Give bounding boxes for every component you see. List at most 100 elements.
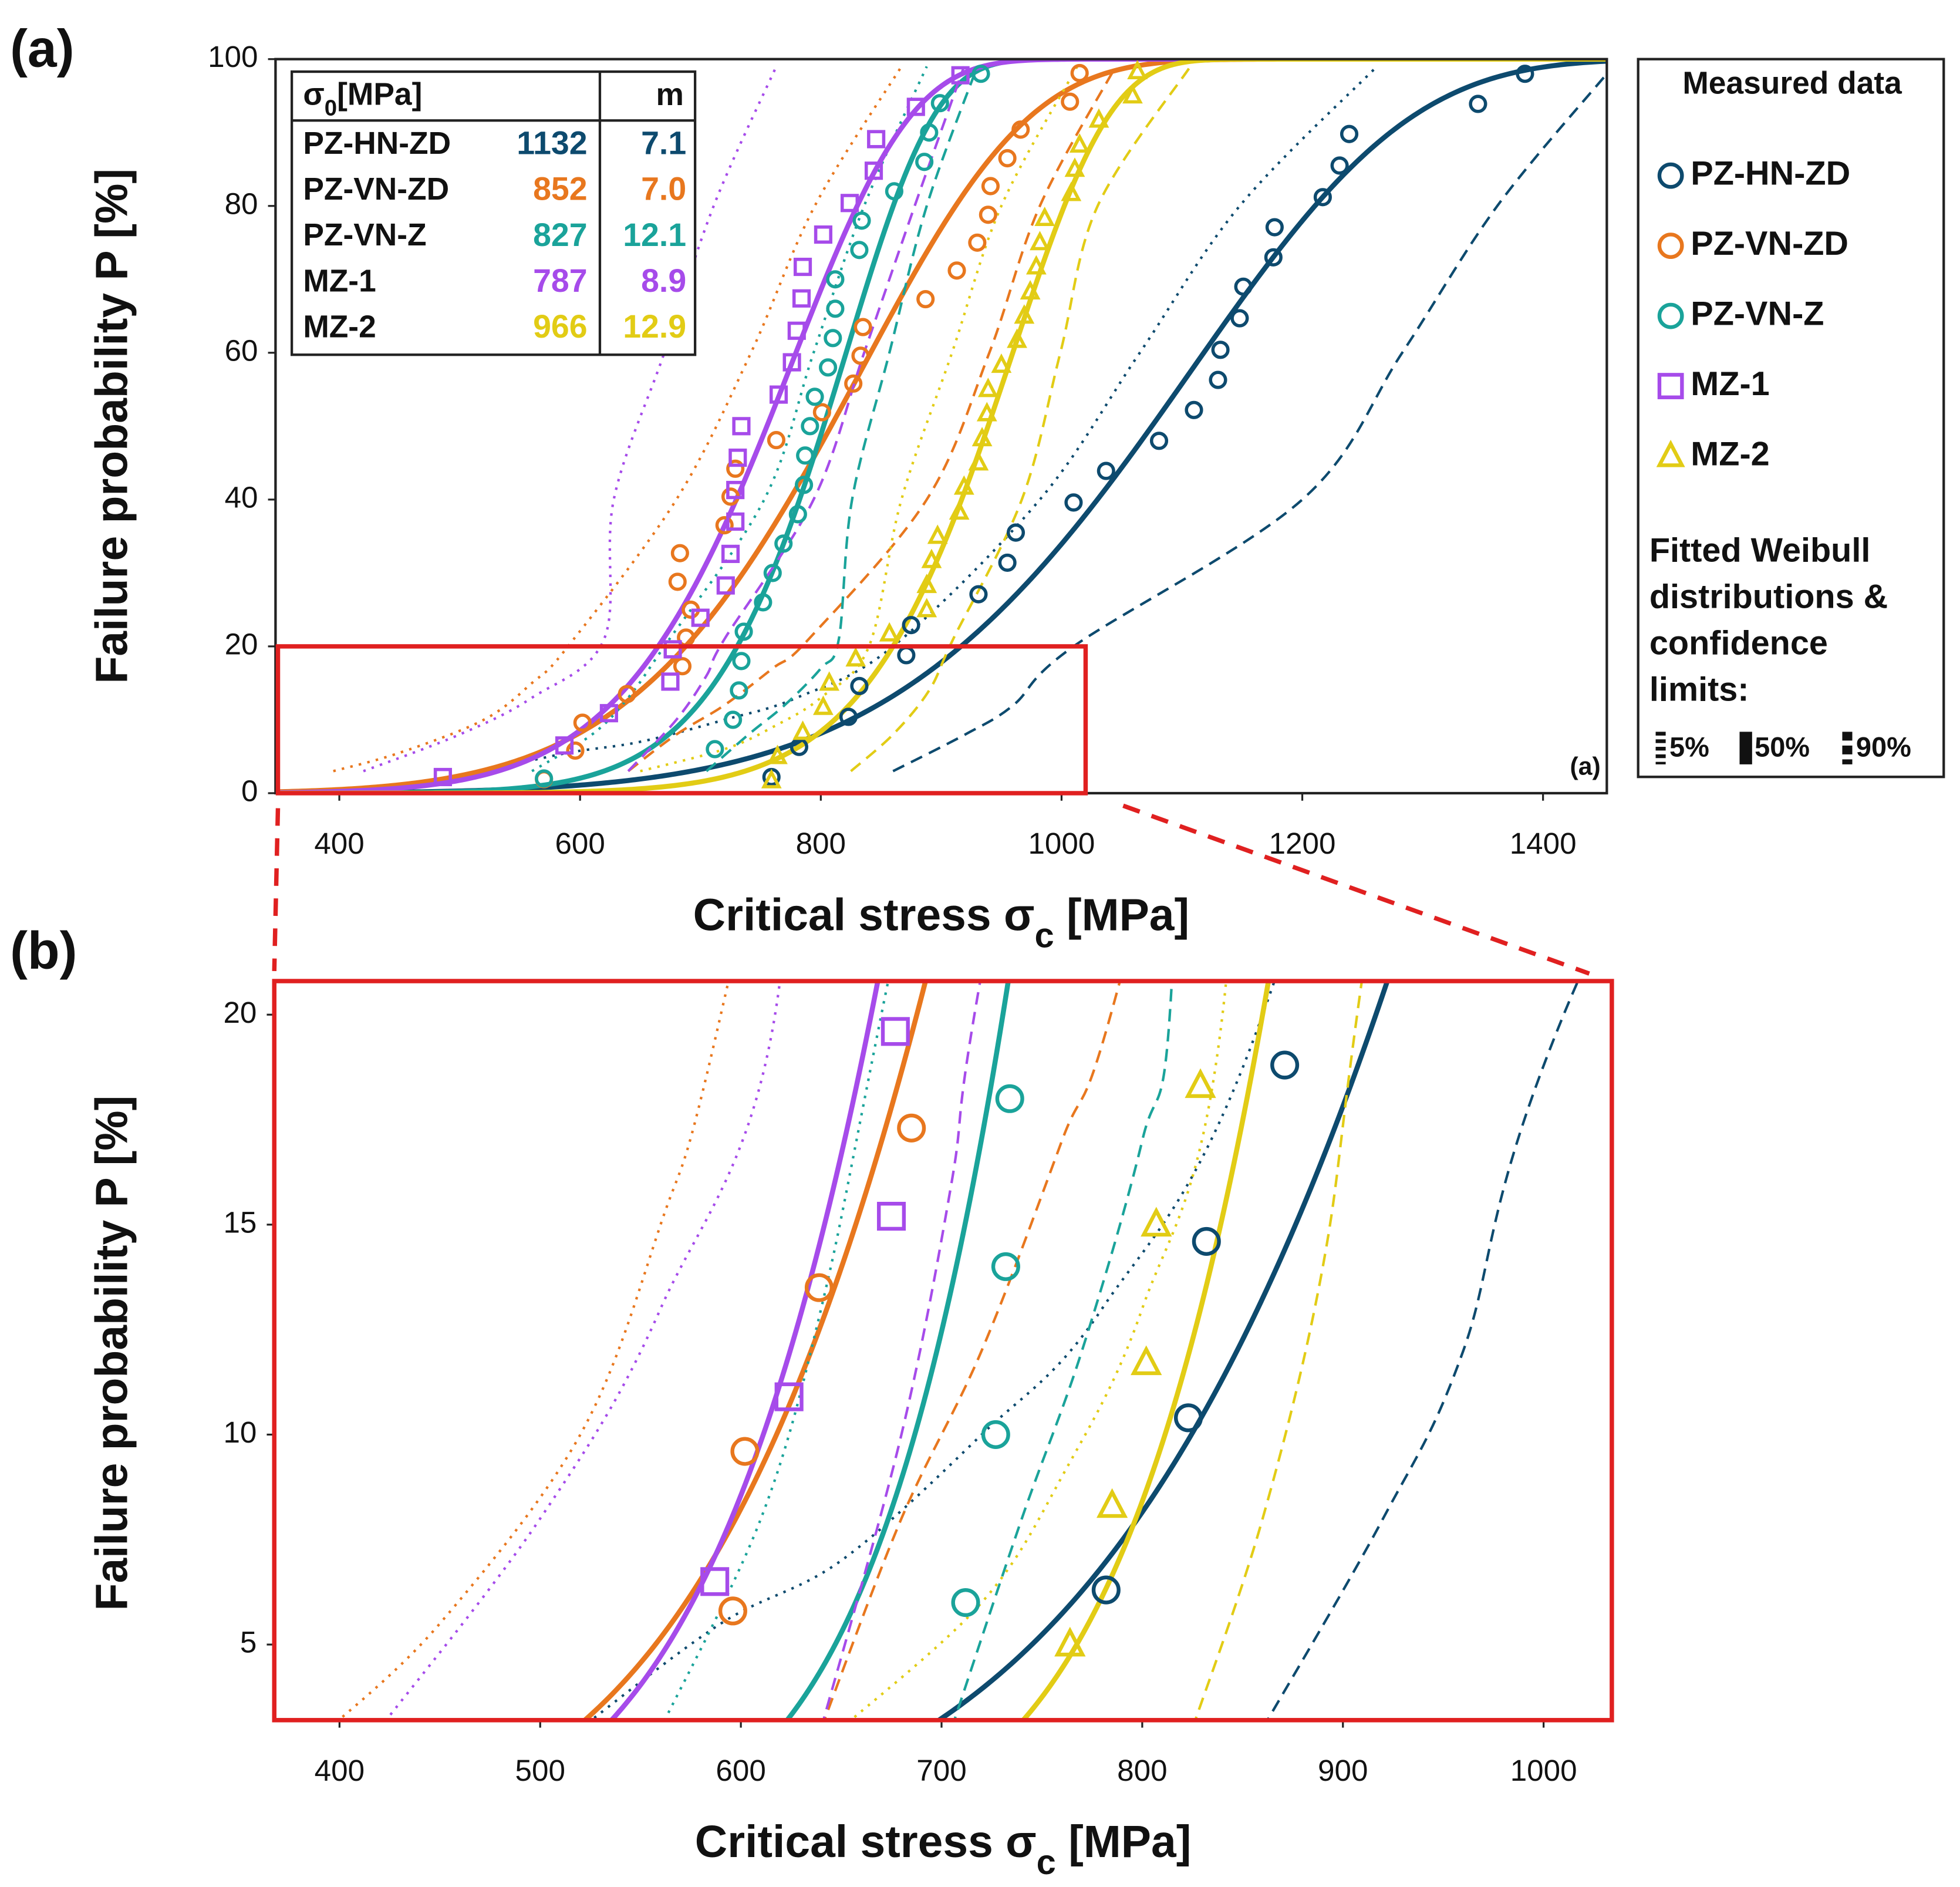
- legend-confidence-label: 90%: [1856, 732, 1911, 763]
- marker-triangle: [949, 500, 970, 520]
- marker-circle: [998, 149, 1017, 168]
- marker-triangle: [977, 378, 998, 397]
- marker-circle: [991, 1252, 1020, 1281]
- x-tick-label: 600: [716, 1754, 765, 1787]
- plot-area: [336, 0, 1631, 1720]
- marker-circle: [947, 261, 966, 280]
- weibull-fit: [275, 59, 1607, 793]
- marker-circle: [1270, 1050, 1300, 1080]
- marker-circle: [1211, 341, 1230, 359]
- table-header-part: 0: [325, 95, 337, 120]
- table-header: m: [656, 77, 683, 112]
- marker-triangle: [813, 695, 834, 715]
- marker-square: [971, 653, 996, 679]
- confidence-90: [822, 981, 982, 1720]
- marker-circle: [1551, 179, 1576, 204]
- marker-circle: [730, 681, 748, 700]
- marker-square: [732, 417, 751, 436]
- weibull-fit: [275, 59, 1607, 793]
- x-axis-label: Critical stress σc [MPa]: [695, 1817, 1192, 1882]
- marker-circle: [969, 309, 994, 335]
- table-name: MZ-2: [303, 309, 376, 344]
- table-m: 7.0: [641, 171, 686, 207]
- marker-triangle: [1030, 231, 1050, 251]
- marker-triangle: [971, 427, 993, 447]
- marker-square: [769, 385, 788, 404]
- marker-circle: [1340, 124, 1359, 143]
- marker-triangle: [767, 744, 788, 764]
- marker-circle: [987, 0, 1013, 11]
- marker-circle: [726, 459, 745, 478]
- y-tick-label: 80: [225, 187, 258, 220]
- marker-circle: [796, 446, 815, 465]
- confidence-90: [850, 66, 1192, 773]
- x-axis-label: Critical stress σc [MPa]: [693, 890, 1189, 955]
- marker-circle: [767, 431, 786, 450]
- marker-square: [840, 194, 859, 213]
- x-tick-label: 800: [796, 827, 846, 860]
- marker-circle: [774, 534, 793, 553]
- confidence-90: [892, 73, 1607, 773]
- marker-square: [599, 704, 618, 723]
- confidence-90: [627, 66, 1117, 773]
- confidence-5: [363, 66, 778, 773]
- legend-label: MZ-2: [1691, 435, 1769, 473]
- x-tick-label: 1400: [1510, 827, 1577, 860]
- marker-circle: [734, 622, 753, 641]
- legend-label: PZ-HN-ZD: [1691, 154, 1850, 192]
- marker-circle: [971, 65, 990, 83]
- marker-circle: [1605, 0, 1631, 23]
- marker-circle: [805, 387, 824, 406]
- x-axis-label-part: [MPa]: [1054, 890, 1189, 941]
- marker-circle: [998, 553, 1017, 572]
- marker-circle: [913, 792, 938, 817]
- marker-circle: [1091, 1575, 1121, 1605]
- legend-fit-title: limits:: [1649, 670, 1749, 708]
- x-axis-label-part: c: [1037, 1842, 1056, 1882]
- zoom-connector: [1122, 803, 1590, 976]
- marker-circle: [1209, 370, 1227, 389]
- plot-area: [275, 59, 1607, 793]
- marker-circle: [981, 177, 1000, 196]
- marker-circle: [795, 476, 814, 494]
- confidence-5: [336, 981, 730, 1720]
- confidence-5: [531, 66, 928, 773]
- table-sigma0: 966: [533, 308, 588, 345]
- marker-circle: [788, 505, 807, 524]
- x-axis-label-part: [MPa]: [1056, 1817, 1191, 1867]
- marker-square: [433, 767, 452, 787]
- marker-circle: [1061, 92, 1079, 111]
- marker-circle: [968, 233, 987, 252]
- x-axis-label-part: Critical stress σ: [695, 1817, 1037, 1867]
- marker-triangle: [1324, 371, 1350, 395]
- marker-triangle: [916, 598, 937, 618]
- legend-label: PZ-VN-ZD: [1691, 225, 1848, 262]
- marker-circle: [763, 564, 782, 582]
- marker-triangle: [1096, 1488, 1128, 1518]
- marker-circle: [1280, 880, 1305, 905]
- marker-circle: [1657, 302, 1684, 329]
- table-m: 12.9: [623, 308, 686, 345]
- marker-square: [555, 736, 574, 755]
- marker-square: [867, 130, 886, 149]
- marker-circle: [670, 544, 689, 562]
- marker-square: [929, 838, 954, 864]
- marker-circle: [844, 374, 863, 393]
- x-tick-label: 1000: [1510, 1754, 1577, 1787]
- marker-circle: [730, 1437, 760, 1466]
- marker-circle: [826, 270, 845, 289]
- marker-circle: [801, 417, 819, 436]
- marker-circle: [754, 593, 772, 612]
- legend-frame: [1637, 58, 1945, 779]
- marker-circle: [1469, 95, 1487, 113]
- marker-circle: [824, 329, 842, 348]
- marker-circle: [1230, 309, 1249, 328]
- table-m: 8.9: [641, 262, 686, 299]
- marker-triangle: [1054, 1626, 1086, 1657]
- marker-circle: [535, 769, 554, 788]
- table-header-part: [MPa]: [337, 77, 422, 112]
- x-tick-label: 500: [515, 1754, 565, 1787]
- marker-triangle: [1244, 929, 1269, 953]
- marker-circle: [732, 652, 751, 670]
